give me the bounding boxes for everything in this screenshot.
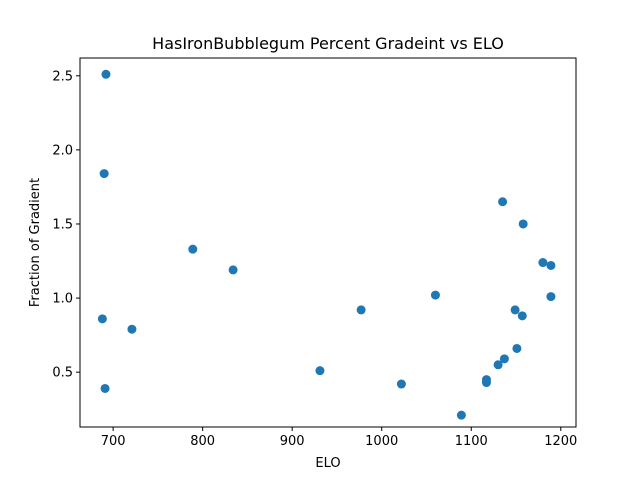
x-axis-label: ELO: [315, 456, 340, 471]
axis-ticks: 700 800 900 1000 1100 1200 0.5 1.0 1.5 2.0 2.5: [52, 69, 577, 449]
y-tick-label: 1.5: [52, 217, 73, 232]
data-point: [188, 244, 198, 254]
data-point: [127, 324, 137, 334]
y-tick-label: 1.0: [52, 292, 73, 307]
chart-title: HasIronBubblegum Percent Gradeint vs ELO: [152, 34, 504, 53]
x-tick-label: 700: [101, 434, 126, 449]
data-point: [456, 410, 466, 420]
x-tick-label: 1100: [455, 434, 488, 449]
x-tick-label: 1200: [544, 434, 577, 449]
data-point: [101, 69, 111, 79]
data-point: [546, 260, 556, 270]
data-point: [510, 305, 520, 315]
data-point: [228, 265, 238, 275]
data-point: [499, 354, 509, 364]
y-tick-label: 0.5: [52, 366, 73, 381]
data-point: [498, 197, 508, 207]
data-point: [97, 314, 107, 324]
data-point: [518, 219, 528, 229]
data-point: [493, 360, 503, 370]
data-point: [481, 378, 491, 388]
data-point: [512, 343, 522, 353]
x-tick-label: 1000: [365, 434, 398, 449]
plot-frame: [79, 57, 577, 428]
data-point: [100, 383, 110, 393]
data-point: [99, 169, 109, 179]
x-tick-label: 800: [190, 434, 215, 449]
data-point: [396, 379, 406, 389]
y-tick-label: 2.5: [52, 69, 73, 84]
data-point: [538, 258, 548, 268]
data-point: [356, 305, 366, 315]
y-axis-label: Fraction of Gradient: [28, 178, 43, 307]
y-tick-label: 2.0: [52, 143, 73, 158]
data-point: [517, 311, 527, 321]
data-point: [315, 366, 325, 376]
data-points: [97, 69, 556, 420]
data-point: [430, 290, 440, 300]
x-tick-label: 900: [280, 434, 305, 449]
plot-area: [80, 58, 576, 427]
data-point: [546, 292, 556, 302]
